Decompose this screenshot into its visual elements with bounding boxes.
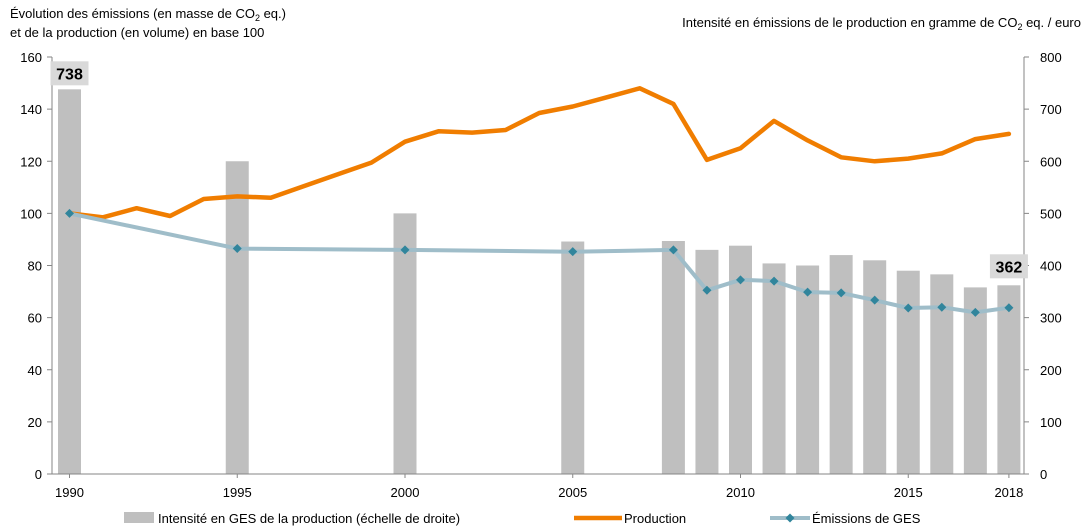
bar-intensity-2013 bbox=[829, 255, 853, 474]
left-axis-tick-label: 120 bbox=[20, 154, 42, 169]
left-axis-tick-label: 40 bbox=[28, 363, 42, 378]
bar-intensity-2017 bbox=[963, 287, 987, 474]
right-axis-title: Intensité en émissions de le production … bbox=[682, 15, 1081, 32]
right-axis-tick-label: 700 bbox=[1040, 102, 1062, 117]
right-axis-tick-label: 400 bbox=[1040, 259, 1062, 274]
left-axis-tick-label: 20 bbox=[28, 415, 42, 430]
bar-intensity-2018 bbox=[997, 285, 1021, 474]
right-axis-tick-label: 800 bbox=[1040, 50, 1062, 65]
callout-label-2018: 362 bbox=[996, 259, 1023, 276]
left-axis-tick-label: 0 bbox=[35, 467, 42, 482]
right-axis-tick-label: 600 bbox=[1040, 154, 1062, 169]
bar-intensity-2005 bbox=[561, 241, 585, 474]
callout-box-1990 bbox=[50, 61, 89, 86]
left-axis-title-line2: et de la production (en volume) en base … bbox=[10, 25, 265, 40]
marker-emissions-2008 bbox=[668, 245, 678, 255]
bar-intensity-2011 bbox=[762, 263, 786, 474]
marker-emissions-2013 bbox=[836, 288, 846, 298]
callout-label-1990: 738 bbox=[56, 66, 83, 83]
right-axis-tick-label: 500 bbox=[1040, 206, 1062, 221]
marker-emissions-2017 bbox=[970, 307, 980, 317]
bar-intensity-2012 bbox=[796, 265, 820, 474]
right-axis-tick-label: 100 bbox=[1040, 415, 1062, 430]
marker-emissions-2014 bbox=[870, 295, 880, 305]
right-axis-tick-label: 0 bbox=[1040, 467, 1047, 482]
marker-emissions-2018 bbox=[1004, 303, 1014, 313]
callout-box-2018 bbox=[989, 254, 1028, 279]
right-axis-tick-label: 200 bbox=[1040, 363, 1062, 378]
x-axis-tick-label: 2005 bbox=[558, 485, 587, 500]
bar-intensity-2008 bbox=[661, 241, 685, 474]
bar-intensity-2016 bbox=[930, 274, 954, 474]
bar-intensity-2015 bbox=[896, 270, 920, 474]
x-axis-tick-label: 2000 bbox=[391, 485, 420, 500]
right-axis-tick-label: 300 bbox=[1040, 311, 1062, 326]
x-axis-tick-label: 2018 bbox=[994, 485, 1023, 500]
legend-label-production: Production bbox=[624, 511, 686, 526]
legend-label-emissions: Émissions de GES bbox=[812, 511, 921, 526]
bar-intensity-2010 bbox=[729, 245, 752, 474]
marker-emissions-2010 bbox=[736, 275, 745, 285]
bar-intensity-1990 bbox=[58, 89, 81, 474]
left-axis-title: Évolution des émissions (en masse de CO2… bbox=[10, 5, 286, 41]
marker-emissions-2012 bbox=[803, 287, 813, 297]
x-axis-tick-label: 2010 bbox=[726, 485, 755, 500]
left-axis-title-line1: Évolution des émissions (en masse de CO2… bbox=[10, 6, 286, 23]
marker-emissions-2011 bbox=[769, 276, 779, 286]
line-production bbox=[67, 86, 1012, 220]
legend-swatch-intensity bbox=[124, 512, 154, 523]
left-axis-tick-label: 80 bbox=[28, 259, 42, 274]
left-axis-tick-label: 60 bbox=[28, 311, 42, 326]
marker-emissions-1995 bbox=[232, 244, 242, 254]
left-axis-tick-label: 160 bbox=[20, 50, 42, 65]
marker-emissions-2009 bbox=[702, 285, 712, 295]
left-axis-tick-label: 100 bbox=[20, 206, 42, 221]
legend-label-intensity: Intensité en GES de la production (échel… bbox=[158, 511, 460, 526]
legend-marker-emissions bbox=[785, 513, 795, 523]
left-axis-tick-label: 140 bbox=[20, 102, 42, 117]
marker-emissions-2005 bbox=[568, 247, 578, 257]
x-axis-tick-label: 1995 bbox=[223, 485, 252, 500]
marker-emissions-2016 bbox=[937, 302, 947, 312]
bar-intensity-2009 bbox=[695, 249, 719, 474]
bar-intensity-1995 bbox=[225, 161, 249, 474]
marker-emissions-1990 bbox=[65, 208, 74, 218]
x-axis-tick-label: 2015 bbox=[894, 485, 923, 500]
marker-emissions-2015 bbox=[903, 303, 913, 313]
x-axis-tick-label: 1990 bbox=[55, 485, 84, 500]
bar-intensity-2000 bbox=[393, 213, 417, 474]
marker-emissions-2000 bbox=[400, 245, 410, 255]
bar-intensity-2014 bbox=[863, 260, 887, 474]
